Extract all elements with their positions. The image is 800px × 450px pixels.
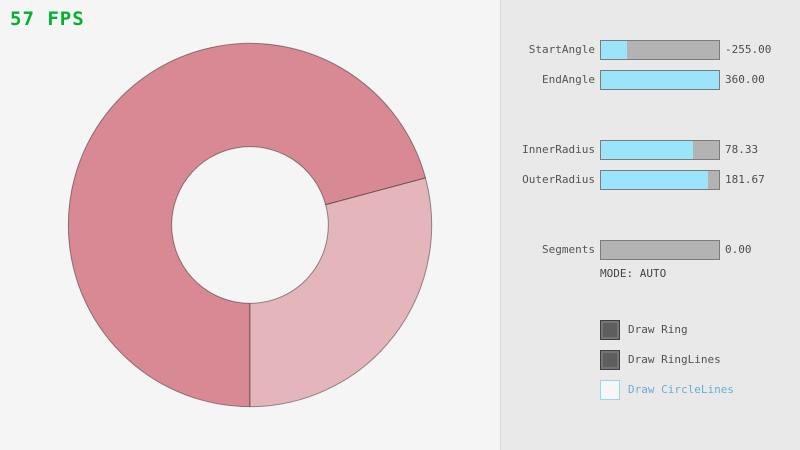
slider-fill: [601, 71, 719, 89]
ring-sector-dark: [67, 42, 427, 408]
inner-radius-label: InnerRadius: [522, 143, 595, 156]
draw-ringlines-row: Draw RingLines: [600, 350, 800, 370]
slider-fill: [601, 41, 627, 59]
outer-radius-slider[interactable]: [600, 170, 720, 190]
segments-label: Segments: [542, 243, 595, 256]
inner-radius-value: 78.33: [725, 143, 759, 156]
slider-fill: [601, 171, 709, 189]
end-angle-value: 360.00: [725, 73, 765, 86]
start-angle-label: StartAngle: [528, 43, 595, 56]
end-angle-slider[interactable]: [600, 70, 720, 90]
draw-ringlines-label: Draw RingLines: [628, 353, 721, 366]
slider-fill: [601, 141, 694, 159]
segments-slider[interactable]: [600, 240, 720, 260]
end-angle-label: EndAngle: [542, 73, 595, 86]
outer-radius-value: 181.67: [725, 173, 765, 186]
start-angle-value: -255.00: [725, 43, 772, 56]
fps-counter: 57 FPS: [10, 8, 85, 30]
draw-circlelines-label: Draw CircleLines: [628, 383, 734, 396]
start-angle-row: StartAngle -255.00: [500, 40, 800, 60]
draw-ring-row: Draw Ring: [600, 320, 800, 340]
inner-radius-slider[interactable]: [600, 140, 720, 160]
outer-radius-label: OuterRadius: [522, 173, 595, 186]
draw-circlelines-checkbox[interactable]: [600, 380, 620, 400]
segments-row: Segments 0.00: [500, 240, 800, 260]
draw-ring-checkbox[interactable]: [600, 320, 620, 340]
ring-canvas: [67, 42, 433, 408]
start-angle-slider[interactable]: [600, 40, 720, 60]
segments-mode-text: MODE: AUTO: [600, 267, 667, 280]
draw-ringlines-checkbox[interactable]: [600, 350, 620, 370]
draw-circlelines-row: Draw CircleLines: [600, 380, 800, 400]
outer-radius-row: OuterRadius 181.67: [500, 170, 800, 190]
end-angle-row: EndAngle 360.00: [500, 70, 800, 90]
ring-sector-light: [249, 177, 433, 408]
draw-ring-label: Draw Ring: [628, 323, 688, 336]
inner-radius-row: InnerRadius 78.33: [500, 140, 800, 160]
segments-value: 0.00: [725, 243, 752, 256]
